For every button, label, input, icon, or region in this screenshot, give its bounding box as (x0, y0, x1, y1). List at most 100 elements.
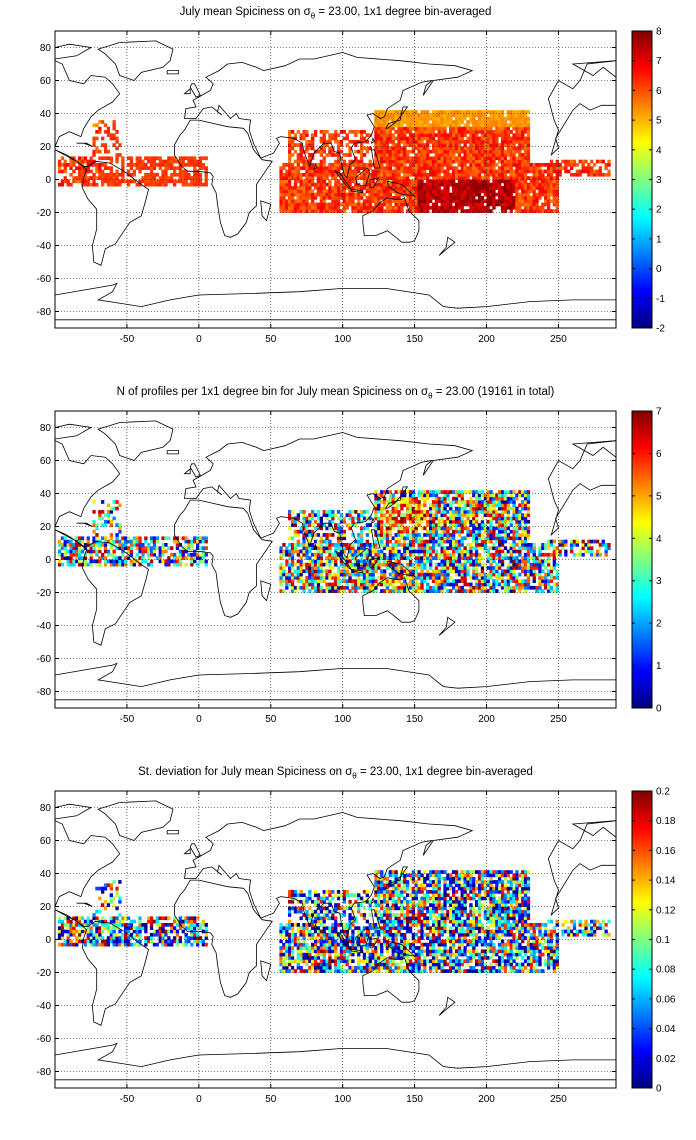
data-cell (334, 182, 338, 187)
data-cell (503, 536, 508, 541)
data-cell (78, 176, 82, 180)
data-cell (388, 130, 392, 134)
data-cell (440, 543, 444, 547)
data-cell (342, 163, 346, 167)
data-cell (397, 169, 401, 174)
data-cell (414, 120, 418, 124)
data-cell (454, 143, 459, 147)
data-cell (92, 159, 96, 164)
data-cell (109, 166, 113, 170)
data-cell (285, 572, 289, 577)
data-cell (397, 579, 401, 583)
data-cell (308, 139, 312, 144)
data-cell (506, 139, 510, 144)
data-cell (397, 120, 401, 124)
data-cell (426, 209, 430, 213)
data-cell (477, 153, 482, 157)
data-cell (437, 552, 441, 557)
data-cell (440, 569, 444, 574)
data-cell (204, 552, 208, 557)
data-cell (472, 589, 476, 593)
data-cell (532, 163, 536, 167)
data-cell (503, 572, 508, 577)
data-cell (532, 189, 536, 194)
data-cell (498, 130, 502, 134)
data-cell (322, 576, 326, 580)
data-cell (449, 166, 453, 170)
data-cell (135, 543, 139, 547)
data-cell (331, 513, 335, 517)
data-cell (523, 546, 528, 550)
colorbar-tick-label: -2 (656, 324, 665, 335)
data-cell (394, 153, 398, 157)
data-cell (360, 546, 364, 550)
data-cell (512, 146, 516, 151)
data-cell (365, 139, 369, 144)
data-cell (477, 582, 482, 587)
data-cell (178, 179, 182, 184)
data-cell (552, 576, 556, 580)
data-cell (544, 186, 548, 190)
data-cell (319, 579, 323, 583)
data-cell (460, 536, 464, 541)
data-cell (311, 205, 315, 210)
data-cell (285, 186, 289, 190)
data-cell (322, 166, 326, 170)
data-cell (336, 153, 341, 157)
data-cell (440, 566, 444, 570)
data-cell (521, 186, 525, 190)
data-cell (293, 133, 298, 137)
data-cell (152, 179, 157, 184)
data-cell (204, 546, 208, 550)
data-cell (446, 536, 450, 541)
data-cell (449, 209, 453, 213)
data-cell (512, 156, 516, 161)
data-cell (509, 196, 513, 200)
data-cell (498, 523, 502, 527)
data-cell (581, 552, 585, 557)
data-cell (420, 209, 424, 213)
data-cell (103, 123, 108, 128)
data-cell (460, 130, 464, 134)
data-cell (383, 130, 387, 134)
data-cell (426, 156, 430, 161)
data-cell (437, 562, 441, 567)
data-cell (354, 549, 358, 554)
data-cell (498, 123, 502, 128)
data-cell (152, 159, 157, 164)
data-cell (282, 196, 286, 200)
data-cell (526, 163, 531, 167)
data-cell (328, 136, 332, 141)
data-cell (555, 572, 559, 577)
data-cell (391, 579, 395, 583)
data-cell (365, 169, 369, 174)
data-cell (417, 519, 421, 524)
data-cell (325, 576, 329, 580)
data-cell (383, 513, 387, 517)
data-cell (178, 166, 182, 170)
data-cell (80, 163, 85, 167)
data-cell (365, 569, 369, 574)
data-cell (523, 209, 528, 213)
data-cell (397, 110, 401, 114)
data-cell (480, 546, 485, 550)
colorbar-tick-label: 4 (656, 145, 662, 156)
data-cell (57, 552, 62, 557)
data-cell (417, 202, 421, 207)
data-cell (486, 576, 490, 580)
data-cell (66, 163, 70, 167)
data-cell (313, 559, 318, 564)
data-cell (483, 549, 487, 554)
data-cell (322, 196, 326, 200)
data-cell (204, 562, 208, 567)
data-cell (101, 143, 105, 147)
data-cell (423, 153, 427, 157)
data-cell (360, 582, 364, 587)
data-cell (469, 186, 473, 190)
data-cell (339, 519, 344, 524)
data-cell (380, 569, 384, 574)
data-cell (362, 552, 367, 557)
data-cell (368, 146, 372, 151)
data-cell (362, 163, 367, 167)
data-cell (296, 585, 300, 590)
